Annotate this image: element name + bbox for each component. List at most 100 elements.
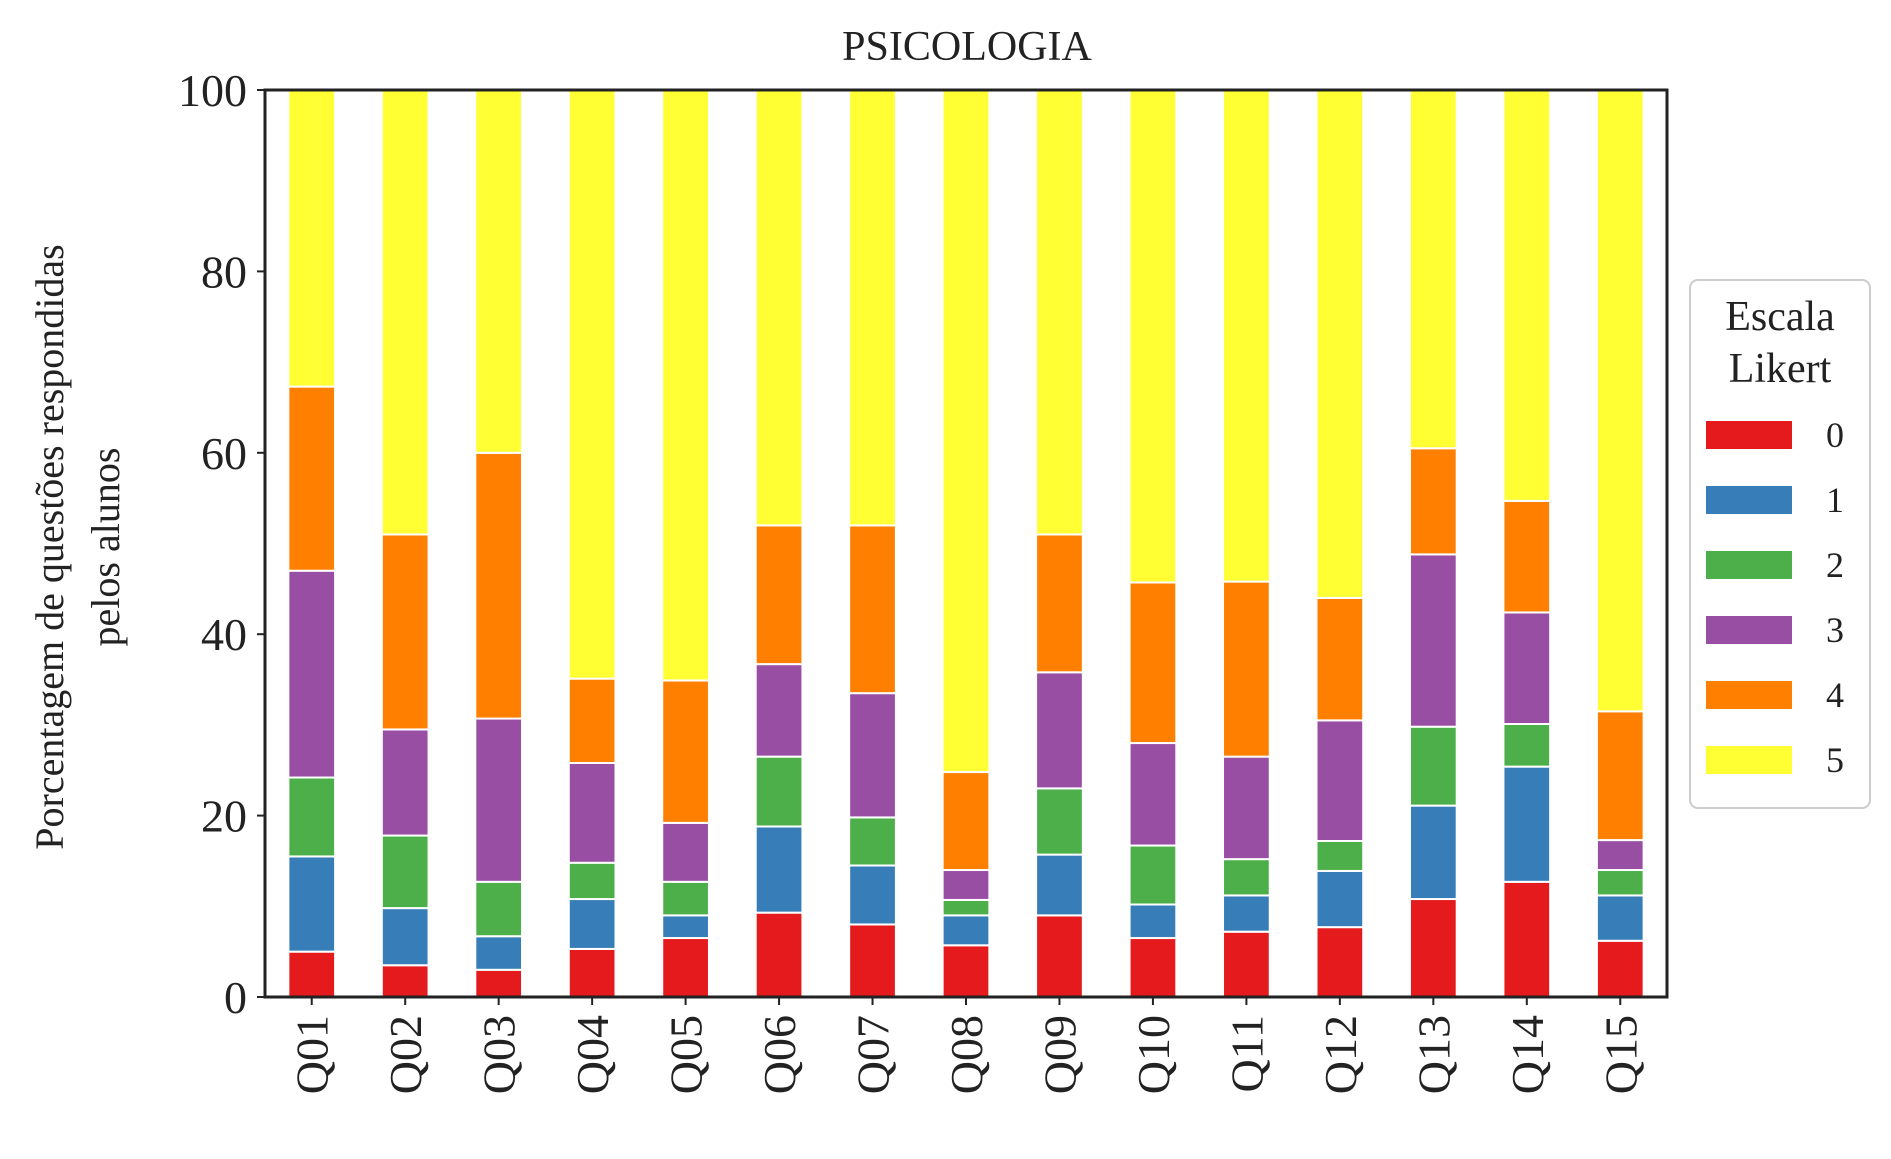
- bar-q08-likert-3: [941, 869, 991, 901]
- bar-q02-likert-0: [380, 964, 430, 998]
- x-tick-label-q13: Q13: [1408, 1015, 1459, 1094]
- bar-q01-likert-2: [287, 776, 337, 858]
- bar-q13-likert-4: [1408, 447, 1458, 556]
- x-tick-label-q10: Q10: [1128, 1015, 1179, 1094]
- legend-box: [1689, 279, 1871, 809]
- bar-q02-likert-1: [380, 907, 430, 967]
- y-tick-label: 0: [224, 972, 247, 1023]
- bar-q11-likert-0: [1222, 930, 1271, 999]
- legend-swatch-2: [1706, 551, 1792, 579]
- bar-q10-likert-4: [1128, 581, 1178, 745]
- y-tick-label: 40: [201, 609, 247, 660]
- bar-q07-likert-0: [848, 923, 897, 998]
- bar-q09-likert-4: [1035, 533, 1084, 674]
- bar-q04-likert-2: [567, 861, 617, 901]
- legend-label-4: 4: [1826, 675, 1844, 715]
- bar-q06-likert-2: [754, 755, 804, 828]
- y-tick-label: 60: [201, 428, 247, 479]
- bar-q08-likert-4: [941, 771, 991, 872]
- y-axis-ticks: 0 20 40 60 80 100: [178, 65, 265, 1023]
- bar-q14-likert-3: [1502, 611, 1552, 725]
- bar-q01-likert-5: [287, 89, 337, 388]
- legend-swatch-0: [1706, 421, 1792, 449]
- bar-q08-likert-2: [941, 898, 991, 917]
- bar-q12-likert-3: [1315, 719, 1365, 842]
- bar-q02-likert-2: [380, 834, 430, 910]
- bar-q10-likert-2: [1128, 844, 1178, 906]
- x-tick-label-q03: Q03: [474, 1015, 525, 1094]
- legend-label-3: 3: [1826, 610, 1844, 650]
- legend-label-5: 5: [1826, 740, 1844, 780]
- y-axis-label-line-1: Porcentagem de questões respondidas: [27, 244, 72, 849]
- bar-q12-likert-5: [1315, 89, 1365, 599]
- x-tick-label-q05: Q05: [661, 1015, 712, 1094]
- x-axis-ticks: Q01 Q02 Q03 Q04 Q05 Q06 Q07 Q08 Q09 Q10 Q11 Q12 Q13 Q…: [287, 997, 1646, 1094]
- x-tick-label-q02: Q02: [380, 1015, 431, 1094]
- legend-label-0: 0: [1826, 415, 1844, 455]
- bar-q09-likert-1: [1035, 853, 1084, 917]
- bar-q05-likert-0: [661, 937, 710, 998]
- bar-q13-likert-5: [1408, 89, 1458, 450]
- legend-swatch-4: [1706, 681, 1792, 709]
- bar-q08-likert-1: [941, 914, 991, 947]
- bar-q03-likert-4: [474, 451, 524, 720]
- bar-q15-likert-3: [1595, 839, 1645, 872]
- bar-q14-likert-0: [1502, 880, 1552, 998]
- bar-q05-likert-2: [661, 880, 710, 917]
- bar-q06-likert-1: [754, 825, 804, 914]
- bar-q14-likert-5: [1502, 89, 1552, 502]
- x-tick-label-q07: Q07: [848, 1015, 899, 1094]
- bar-q04-likert-5: [567, 89, 617, 680]
- x-tick-label-q15: Q15: [1595, 1015, 1646, 1094]
- legend-swatch-5: [1706, 746, 1792, 774]
- legend-label-2: 2: [1826, 545, 1844, 585]
- y-tick-label: 100: [178, 65, 247, 116]
- bar-q07-likert-3: [848, 692, 897, 819]
- bar-q04-likert-0: [567, 947, 617, 998]
- chart-title: PSICOLOGIA: [842, 24, 1092, 70]
- bar-q04-likert-4: [567, 677, 617, 764]
- bar-q11-likert-2: [1222, 858, 1271, 897]
- bar-q11-likert-4: [1222, 580, 1271, 758]
- y-tick-label: 80: [201, 246, 247, 297]
- bar-q15-likert-5: [1595, 89, 1645, 713]
- bar-q10-likert-3: [1128, 742, 1178, 847]
- bar-q02-likert-3: [380, 728, 430, 837]
- legend-swatch-3: [1706, 616, 1792, 644]
- bar-q06-likert-0: [754, 911, 804, 999]
- x-tick-label-q06: Q06: [754, 1015, 805, 1094]
- bar-q10-likert-0: [1128, 937, 1178, 998]
- bar-q12-likert-2: [1315, 840, 1365, 872]
- bar-q01-likert-3: [287, 569, 337, 779]
- bar-q09-likert-5: [1035, 89, 1084, 536]
- bar-q03-likert-2: [474, 880, 524, 938]
- bar-q10-likert-5: [1128, 89, 1178, 584]
- bar-q13-likert-2: [1408, 725, 1458, 807]
- bar-q02-likert-4: [380, 533, 430, 731]
- bar-q03-likert-3: [474, 717, 524, 883]
- y-axis-label-line-2: pelos alunos: [83, 448, 128, 647]
- bar-q14-likert-2: [1502, 722, 1552, 768]
- legend-swatch-1: [1706, 486, 1792, 514]
- bar-q04-likert-1: [567, 898, 617, 950]
- bar-q15-likert-2: [1595, 869, 1645, 897]
- bar-q03-likert-1: [474, 935, 524, 971]
- bar-q06-likert-5: [754, 89, 804, 527]
- bar-q12-likert-4: [1315, 596, 1365, 722]
- x-tick-label-q14: Q14: [1502, 1015, 1553, 1094]
- bar-q14-likert-1: [1502, 765, 1552, 883]
- bar-q04-likert-3: [567, 761, 617, 864]
- bars-layer: [287, 89, 1645, 999]
- bar-q14-likert-4: [1502, 499, 1552, 614]
- bar-q10-likert-1: [1128, 903, 1178, 940]
- bar-q03-likert-5: [474, 89, 524, 454]
- bar-q09-likert-2: [1035, 787, 1084, 856]
- bar-q05-likert-3: [661, 821, 710, 883]
- x-tick-label-q04: Q04: [567, 1015, 618, 1094]
- x-tick-label-q12: Q12: [1315, 1015, 1366, 1094]
- x-tick-label-q09: Q09: [1034, 1015, 1085, 1094]
- bar-q01-likert-4: [287, 385, 337, 572]
- bar-q07-likert-5: [848, 89, 897, 527]
- bar-q05-likert-1: [661, 914, 710, 940]
